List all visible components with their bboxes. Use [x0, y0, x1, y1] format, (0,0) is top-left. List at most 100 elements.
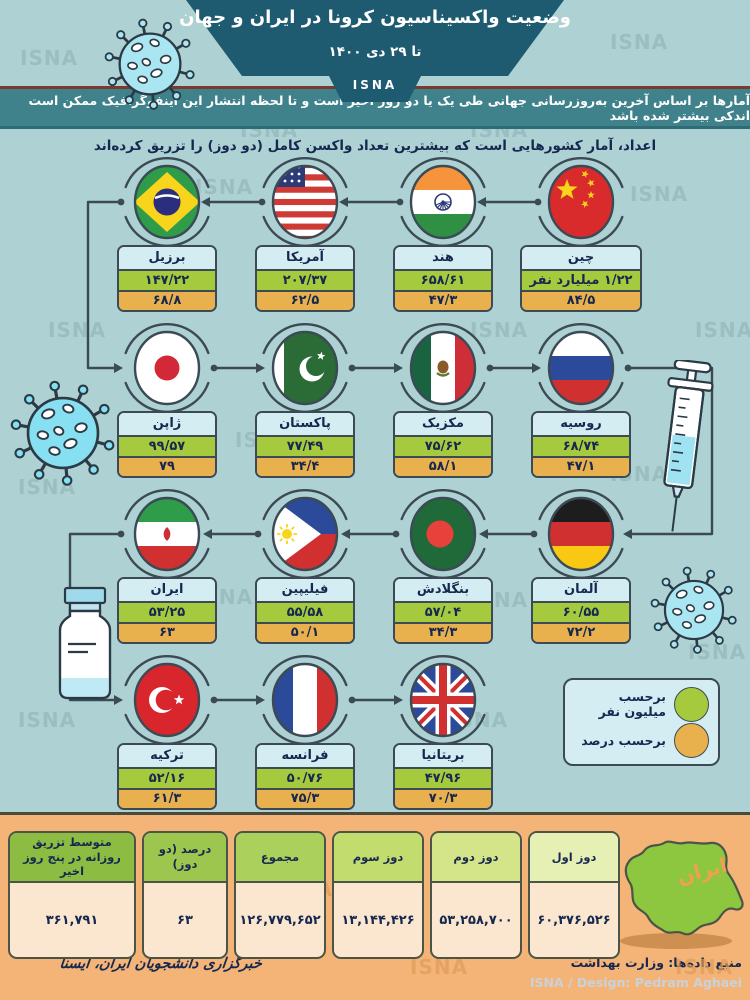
country-card: مکزیک ۷۵/۶۲ ۵۸/۱ — [393, 411, 493, 478]
country-value-million: ۷۵/۶۲ — [395, 437, 491, 458]
stat-card: دوز سوم ۱۳,۱۴۴,۴۲۶ — [332, 831, 424, 959]
country-flag-uk — [395, 652, 491, 748]
country-name: آلمان — [533, 579, 629, 603]
country-card: هند ۶۵۸/۶۱ ۴۷/۳ — [393, 245, 493, 312]
header-banner — [186, 0, 564, 76]
country-value-percent: ۶۸/۸ — [119, 292, 215, 310]
country-card: بنگلادش ۵۷/۰۴ ۳۴/۳ — [393, 577, 493, 644]
country-card: فرانسه ۵۰/۷۶ ۷۵/۳ — [255, 743, 355, 810]
country-flag-india — [395, 154, 491, 250]
country-name: چین — [522, 247, 640, 271]
country-flag-brazil — [119, 154, 215, 250]
header-agency-tab — [328, 74, 422, 102]
country-value-percent: ۷۵/۳ — [257, 790, 353, 808]
stat-label: متوسط تزریق روزانه در پنج روز اخیر — [10, 833, 134, 883]
country-name: برزیل — [119, 247, 215, 271]
country-card: آلمان ۶۰/۵۵ ۷۲/۲ — [531, 577, 631, 644]
isna-watermark: ISNA — [410, 955, 469, 979]
country-name: هند — [395, 247, 491, 271]
country-name: فرانسه — [257, 745, 353, 769]
stat-card: درصد (دو دوز) ۶۳ — [142, 831, 228, 959]
country-flag-japan — [119, 320, 215, 416]
stat-card: مجموع ۱۲۶,۷۷۹,۶۵۲ — [234, 831, 326, 959]
country-card: آمریکا ۲۰۷/۳۷ ۶۲/۵ — [255, 245, 355, 312]
country-value-million: ۵۵/۵۸ — [257, 603, 353, 624]
country-name: پاکستان — [257, 413, 353, 437]
stat-value: ۵۳,۲۵۸,۷۰۰ — [439, 912, 513, 928]
country-name: ایران — [119, 579, 215, 603]
country-value-million: ۶۰/۵۵ — [533, 603, 629, 624]
legend-million-label: برحسب میلیون نفر — [598, 689, 666, 719]
coronavirus-icon — [10, 380, 116, 490]
stat-card: دوز اول ۶۰,۳۷۶,۵۲۶ — [528, 831, 620, 959]
country-name: آمریکا — [257, 247, 353, 271]
country-card: بریتانیا ۴۷/۹۶ ۷۰/۳ — [393, 743, 493, 810]
country-value-million: ۵۰/۷۶ — [257, 769, 353, 790]
country-value-percent: ۶۱/۳ — [119, 790, 215, 808]
country-value-percent: ۷۹ — [119, 458, 215, 476]
subtitle-text: اعداد، آمار کشورهایی است که بیشترین تعدا… — [93, 138, 657, 154]
country-card: چین ۱/۲۲ میلیارد نفر ۸۴/۵ — [520, 245, 642, 312]
isna-watermark: ISNA — [48, 318, 107, 342]
country-card: ژاپن ۹۹/۵۷ ۷۹ — [117, 411, 217, 478]
iran-map-shape — [620, 840, 744, 949]
country-name: بنگلادش — [395, 579, 491, 603]
country-name: ترکیه — [119, 745, 215, 769]
country-value-percent: ۶۲/۵ — [257, 292, 353, 310]
report-date: تا ۲۹ دی ۱۴۰۰ — [328, 44, 422, 60]
isna-watermark: ISNA — [675, 955, 734, 979]
page-title: وضعیت واکسیناسیون کرونا در ایران و جهان — [179, 7, 571, 28]
country-value-million: ۱/۲۲ میلیارد نفر — [522, 271, 640, 292]
country-card: روسیه ۶۸/۷۴ ۴۷/۱ — [531, 411, 631, 478]
country-flag-france — [257, 652, 353, 748]
iran-map: ایران — [618, 825, 746, 955]
country-card: ترکیه ۵۲/۱۶ ۶۱/۳ — [117, 743, 217, 810]
legend-row-million: برحسب میلیون نفر — [574, 686, 709, 722]
vaccine-vial-icon — [56, 586, 114, 705]
country-value-million: ۹۹/۵۷ — [119, 437, 215, 458]
country-flag-pakistan — [257, 320, 353, 416]
data-source: منبع داده‌ها: وزارت بهداشت — [570, 955, 742, 970]
stat-label: دوز دوم — [432, 833, 520, 883]
stat-label: مجموع — [236, 833, 324, 883]
legend-row-percent: برحسب درصد — [574, 722, 709, 758]
country-flag-russia — [533, 320, 629, 416]
country-flag-china — [533, 154, 629, 250]
stat-value: ۶۳ — [177, 912, 193, 928]
country-flag-turkey — [119, 652, 215, 748]
stat-label: دوز اول — [530, 833, 618, 883]
coronavirus-icon — [650, 566, 738, 658]
country-value-million: ۵۲/۱۶ — [119, 769, 215, 790]
country-card: ایران ۵۳/۲۵ ۶۳ — [117, 577, 217, 644]
country-flag-bangladesh — [395, 486, 491, 582]
country-card: فیلیپین ۵۵/۵۸ ۵۰/۱ — [255, 577, 355, 644]
country-flag-philippines — [257, 486, 353, 582]
country-flag-mexico — [395, 320, 491, 416]
isna-watermark: ISNA — [630, 182, 689, 206]
country-value-percent: ۷۲/۲ — [533, 624, 629, 642]
country-value-million: ۶۸/۷۴ — [533, 437, 629, 458]
country-value-percent: ۳۴/۳ — [395, 624, 491, 642]
country-name: فیلیپین — [257, 579, 353, 603]
stat-value: ۱۳,۱۴۴,۴۲۶ — [341, 912, 415, 928]
country-name: بریتانیا — [395, 745, 491, 769]
country-value-percent: ۵۰/۱ — [257, 624, 353, 642]
country-value-million: ۵۷/۰۴ — [395, 603, 491, 624]
country-name: ژاپن — [119, 413, 215, 437]
country-card: پاکستان ۷۷/۴۹ ۳۴/۴ — [255, 411, 355, 478]
country-flag-usa — [257, 154, 353, 250]
country-value-million: ۶۵۸/۶۱ — [395, 271, 491, 292]
design-credit: ISNA / Design: Pedram Aghaei — [529, 975, 742, 990]
country-value-million: ۲۰۷/۳۷ — [257, 271, 353, 292]
country-value-percent: ۶۳ — [119, 624, 215, 642]
country-value-percent: ۷۰/۳ — [395, 790, 491, 808]
iran-stats-section: دوز اول ۶۰,۳۷۶,۵۲۶ دوز دوم ۵۳,۲۵۸,۷۰۰ دوز سو… — [0, 812, 750, 1000]
legend-box: برحسب میلیون نفر برحسب درصد — [563, 678, 720, 766]
stat-value: ۳۶۱,۷۹۱ — [45, 912, 99, 928]
country-value-percent: ۵۸/۱ — [395, 458, 491, 476]
agency-name: ISNA — [352, 78, 398, 92]
country-value-percent: ۴۷/۱ — [533, 458, 629, 476]
country-value-million: ۷۷/۴۹ — [257, 437, 353, 458]
country-value-percent: ۸۴/۵ — [522, 292, 640, 310]
